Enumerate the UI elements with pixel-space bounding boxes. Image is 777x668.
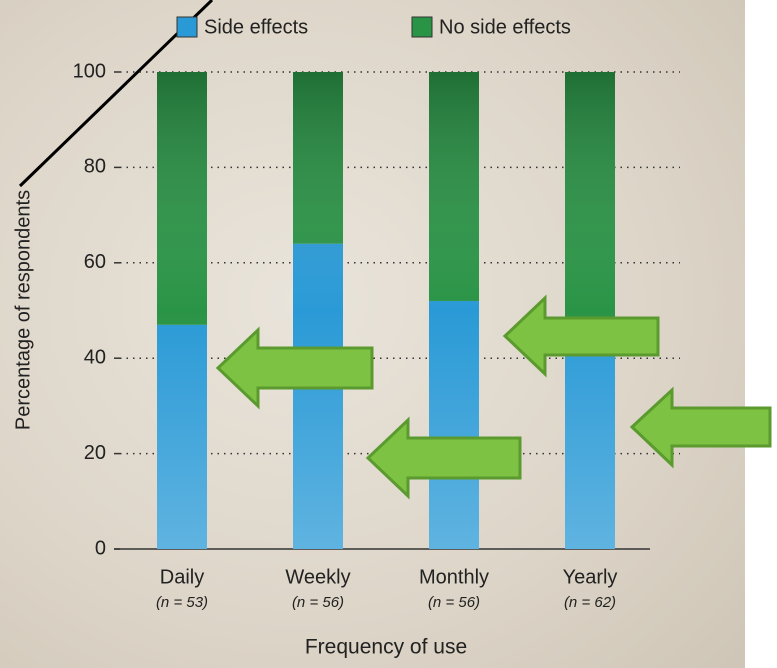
arrow (365, 416, 522, 500)
margin (745, 0, 777, 668)
arrow (502, 294, 660, 378)
bar-shade (565, 72, 615, 549)
arrow (629, 386, 772, 469)
y-tick-label: 20 (84, 442, 106, 464)
y-tick-label: 0 (95, 537, 106, 559)
y-tick-label: 40 (84, 346, 106, 368)
x-tick-sublabel: (n = 62) (564, 594, 616, 611)
y-tick-label: 60 (84, 251, 106, 273)
legend-label: Side effects (204, 16, 308, 38)
legend-swatch (176, 16, 198, 38)
y-tick-label: 80 (84, 156, 106, 178)
legend: Side effects No side effects (176, 16, 571, 38)
legend-label: No side effects (439, 16, 571, 38)
arrows (215, 294, 772, 500)
x-tick-label: Daily (160, 566, 204, 588)
x-tick-sublabel: (n = 53) (156, 594, 208, 611)
x-axis-label: Frequency of use (305, 636, 467, 659)
x-tick-label: Monthly (419, 566, 489, 588)
x-tick-label: Weekly (285, 566, 350, 588)
bar-shade (157, 72, 207, 549)
legend-swatch (411, 16, 433, 38)
bar-shade (293, 72, 343, 549)
x-tick-label: Yearly (563, 566, 618, 588)
x-tick-sublabel: (n = 56) (428, 594, 480, 611)
y-axis-label: Percentage of respondents (12, 190, 34, 430)
y-tick-label: 100 (73, 60, 106, 82)
x-tick-sublabel: (n = 56) (292, 594, 344, 611)
arrow (215, 326, 374, 410)
